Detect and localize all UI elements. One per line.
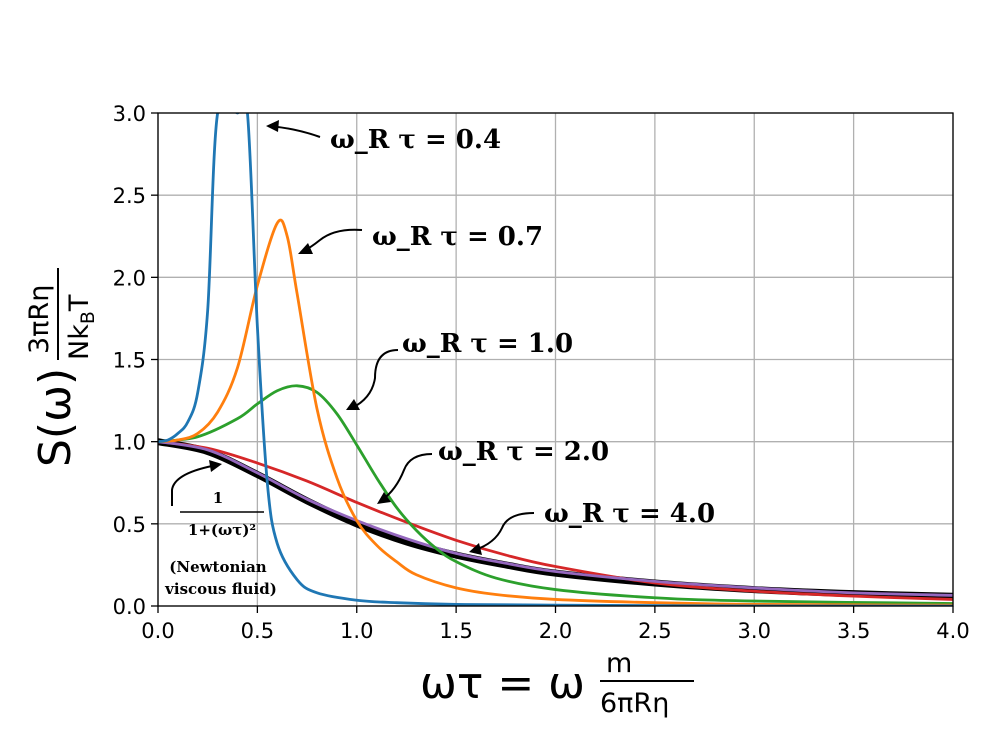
y-tick-label: 1.0 (113, 431, 146, 455)
newtonian-numerator: 1 (213, 489, 223, 507)
annotation-wr-2.0: ω_R τ = 2.0 (377, 437, 609, 504)
x-tick-label: 0.5 (241, 619, 274, 643)
x-tick-label: 3.0 (738, 619, 771, 643)
y-tick-label: 2.5 (113, 184, 146, 208)
newtonian-note-line2: viscous fluid) (164, 580, 277, 598)
x-tick-label: 3.5 (837, 619, 870, 643)
newtonian-note-line1: (Newtonian (169, 558, 267, 576)
axis-ticks: 0.0 0.5 1.0 1.5 2.0 2.5 3.0 3.5 4.0 0.0 0.5 1.0 1.5 2… (113, 102, 970, 643)
y-tick-label: 0.0 (113, 595, 146, 619)
grid-lines (157, 112, 954, 607)
newtonian-denominator: 1+(ωτ)² (188, 521, 256, 539)
x-tick-label: 1.5 (439, 619, 472, 643)
y-axis-title: S(ω) 3πRη NkBT (24, 268, 99, 467)
x-tick-label: 0.0 (141, 619, 174, 643)
x-axis-title-main: ωτ = ω (420, 658, 585, 709)
annotation-label-1.0: ω_R τ = 1.0 (402, 329, 573, 359)
annotation-label-0.7: ω_R τ = 0.7 (372, 222, 543, 252)
series-line (158, 438, 953, 600)
annotation-newtonian: 1 1+(ωτ)² (Newtonian viscous fluid) (164, 460, 277, 598)
x-tick-label: 4.0 (936, 619, 969, 643)
x-tick-label: 2.0 (539, 619, 572, 643)
series-line (158, 218, 953, 606)
x-tick-label: 1.0 (340, 619, 373, 643)
annotation-label-2.0: ω_R τ = 2.0 (438, 437, 609, 467)
annotation-wr-1.0: ω_R τ = 1.0 (346, 329, 573, 410)
x-axis-title-denominator: 6πRη (600, 688, 669, 719)
annotation-label-4.0: ω_R τ = 4.0 (544, 499, 715, 529)
series-line (158, 440, 953, 597)
y-axis-title-main: S(ω) (30, 368, 81, 467)
y-tick-label: 2.0 (113, 266, 146, 290)
annotation-wr-4.0: ω_R τ = 4.0 (469, 499, 715, 555)
annotation-label-0.4: ω_R τ = 0.4 (330, 125, 501, 155)
y-axis-title-numerator: 3πRη (24, 285, 55, 354)
y-tick-label: 1.5 (113, 349, 146, 373)
y-axis-title-denominator: NkBT (64, 294, 99, 360)
x-tick-label: 2.5 (638, 619, 671, 643)
x-axis-title: ωτ = ω m 6πRη (420, 648, 694, 719)
y-tick-label: 0.5 (113, 513, 146, 537)
y-tick-label: 3.0 (113, 102, 146, 126)
x-axis-title-numerator: m (606, 648, 632, 679)
annotation-wr-0.4: ω_R τ = 0.4 (266, 120, 501, 155)
annotation-wr-0.7: ω_R τ = 0.7 (298, 222, 543, 254)
series-line (158, 113, 953, 606)
